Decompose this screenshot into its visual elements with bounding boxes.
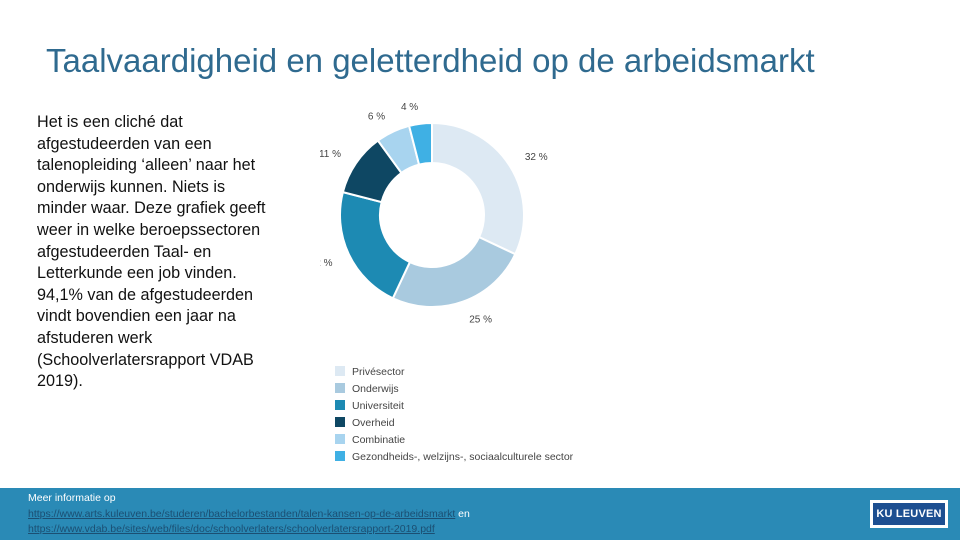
footer-connector: en xyxy=(455,507,470,520)
legend-label: Overheid xyxy=(352,417,395,429)
footer-line1: https://www.arts.kuleuven.be/studeren/ba… xyxy=(28,507,470,523)
logo-text: KU LEUVEN xyxy=(873,503,945,525)
legend-swatch xyxy=(335,417,345,427)
footer-text: Meer informatie op https://www.arts.kule… xyxy=(28,491,470,538)
slide-title: Taalvaardigheid en geletterdheid op de a… xyxy=(46,42,815,79)
footer-line2: https://www.vdab.be/sites/web/files/doc/… xyxy=(28,522,470,538)
slice-label: 32 % xyxy=(525,152,548,163)
legend-label: Privésector xyxy=(352,366,405,378)
donut-slice xyxy=(391,235,517,308)
slice-label: 4 % xyxy=(401,102,418,113)
legend-label: Universiteit xyxy=(352,400,404,412)
slice-label: 22 % xyxy=(320,258,333,269)
slice-label: 11 % xyxy=(320,149,341,160)
legend-swatch xyxy=(335,366,345,376)
legend-swatch xyxy=(335,434,345,444)
donut-slice xyxy=(407,121,433,166)
footer-bar: Meer informatie op https://www.arts.kule… xyxy=(0,488,960,540)
donut-slice xyxy=(431,121,525,256)
legend-swatch xyxy=(335,400,345,410)
legend-label: Gezondheids-, welzijns-, sociaalculturel… xyxy=(352,451,574,463)
donut-slice xyxy=(339,190,412,300)
footer-link-kuleuven[interactable]: https://www.arts.kuleuven.be/studeren/ba… xyxy=(28,507,456,520)
legend-label: Combinatie xyxy=(352,434,405,446)
slice-label: 25 % xyxy=(469,314,492,325)
footer-intro: Meer informatie op xyxy=(28,492,116,504)
legend-label: Onderwijs xyxy=(352,383,399,395)
legend-swatch xyxy=(335,451,345,461)
body-text: Het is een cliché dat afgestudeerden van… xyxy=(37,113,266,391)
footer-link-vdab[interactable]: https://www.vdab.be/sites/web/files/doc/… xyxy=(28,523,435,535)
legend-swatch xyxy=(335,383,345,393)
ku-leuven-logo: KU LEUVEN xyxy=(870,500,948,528)
slice-label: 6 % xyxy=(368,111,385,122)
donut-chart: 32 % 25 % 22 % 11 % 6 % 4 % Privésector Onderwi… xyxy=(320,102,574,463)
